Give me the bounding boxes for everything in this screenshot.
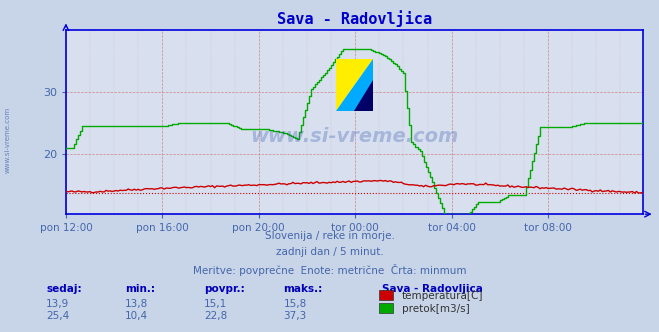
Text: Slovenija / reke in morje.: Slovenija / reke in morje. [264, 231, 395, 241]
Text: zadnji dan / 5 minut.: zadnji dan / 5 minut. [275, 247, 384, 257]
Text: povpr.:: povpr.: [204, 284, 245, 294]
Polygon shape [335, 59, 373, 111]
Polygon shape [335, 59, 373, 111]
Text: sedaj:: sedaj: [46, 284, 82, 294]
Text: min.:: min.: [125, 284, 156, 294]
Text: 15,8: 15,8 [283, 299, 306, 309]
Text: temperatura[C]: temperatura[C] [402, 291, 484, 301]
Text: pretok[m3/s]: pretok[m3/s] [402, 304, 470, 314]
Text: www.si-vreme.com: www.si-vreme.com [250, 127, 459, 146]
Polygon shape [355, 80, 373, 111]
Text: www.si-vreme.com: www.si-vreme.com [5, 106, 11, 173]
Text: 25,4: 25,4 [46, 311, 69, 321]
Text: 15,1: 15,1 [204, 299, 227, 309]
Text: 37,3: 37,3 [283, 311, 306, 321]
Title: Sava - Radovljica: Sava - Radovljica [277, 11, 432, 27]
Text: Sava - Radovljica: Sava - Radovljica [382, 284, 483, 294]
Text: maks.:: maks.: [283, 284, 323, 294]
Text: 13,9: 13,9 [46, 299, 69, 309]
Text: 10,4: 10,4 [125, 311, 148, 321]
Text: Meritve: povprečne  Enote: metrične  Črta: minmum: Meritve: povprečne Enote: metrične Črta:… [192, 264, 467, 276]
Text: 13,8: 13,8 [125, 299, 148, 309]
Text: 22,8: 22,8 [204, 311, 227, 321]
